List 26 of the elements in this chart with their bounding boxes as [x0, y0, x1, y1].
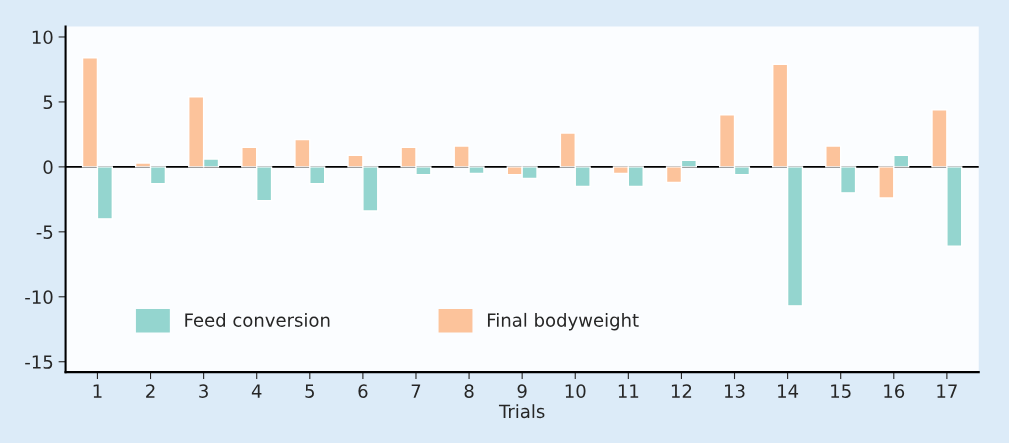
x-tick-label: 13 — [725, 384, 745, 398]
y-tick-label: 5 — [43, 95, 53, 110]
x-tick-label: 7 — [411, 384, 421, 398]
x-tick-label: 10 — [565, 384, 586, 398]
x-tick-label: 2 — [146, 384, 155, 398]
y-tick-label: -15 — [25, 355, 53, 369]
x-tick-label: 6 — [358, 384, 368, 398]
x-tick-label: 4 — [251, 384, 262, 398]
y-tick-label: -10 — [25, 290, 53, 304]
x-tick-label: 17 — [937, 384, 957, 398]
x-tick-label: 12 — [671, 384, 692, 398]
x-tick-label: 11 — [618, 384, 639, 398]
y-tick-label: 0 — [43, 160, 53, 174]
x-tick-label: 3 — [199, 384, 208, 398]
legend-label: Final bodyweight — [487, 312, 639, 331]
x-tick-label: 15 — [831, 384, 851, 398]
x-tick-label: 14 — [778, 384, 799, 398]
x-tick-label: 8 — [464, 384, 474, 398]
y-tick-label: -5 — [36, 225, 53, 239]
x-tick-label: 9 — [517, 384, 527, 398]
x-axis-title: Trials — [498, 404, 545, 419]
legend-label: Feed conversion — [185, 312, 330, 327]
x-tick-label: 16 — [884, 384, 905, 398]
x-tick-label: 5 — [305, 384, 314, 398]
x-tick-label: 1 — [93, 384, 102, 398]
y-tick-label: 10 — [32, 30, 53, 45]
